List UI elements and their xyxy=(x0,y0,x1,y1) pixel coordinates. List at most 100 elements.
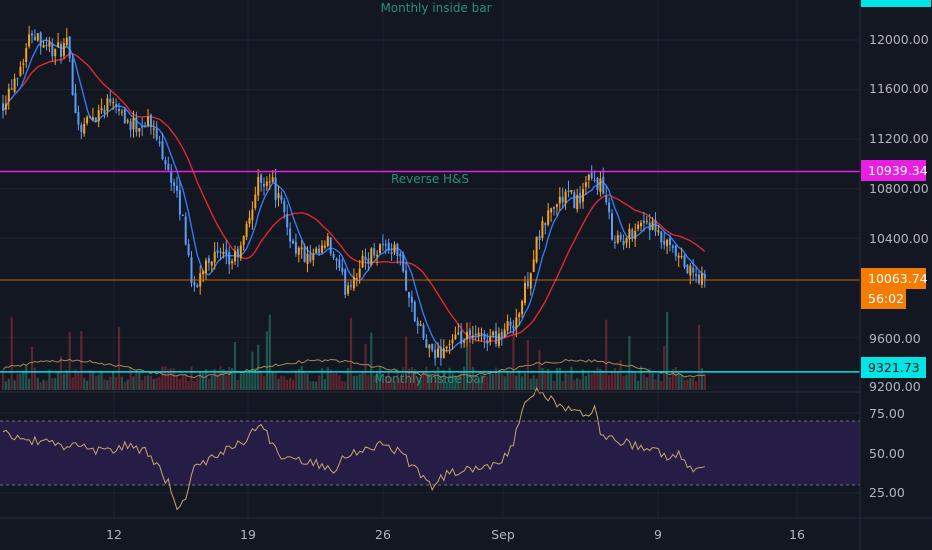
volume-bar xyxy=(245,373,248,390)
candle-body xyxy=(567,190,570,192)
price-tick: 12000.00 xyxy=(869,32,929,47)
candle-body xyxy=(323,245,326,248)
volume-bar xyxy=(248,370,251,390)
candle-body xyxy=(158,141,161,144)
candle-body xyxy=(370,248,373,266)
candle-body xyxy=(364,256,367,261)
rsi-line xyxy=(2,387,705,511)
indicator-lines xyxy=(2,39,706,352)
candle-body xyxy=(671,245,674,248)
volume-bar xyxy=(146,375,150,390)
candle-body xyxy=(109,99,112,103)
candle-body xyxy=(245,223,248,238)
candle-body xyxy=(254,194,257,208)
volume-bars xyxy=(1,311,706,390)
volume-bar xyxy=(57,371,60,390)
rsi-overbought-oversold-band xyxy=(0,420,860,486)
volume-bar xyxy=(135,370,138,390)
volume-bar xyxy=(344,381,347,390)
volume-bar xyxy=(616,371,619,390)
volume-bar xyxy=(576,378,579,390)
volume-bar xyxy=(613,368,616,390)
volume-bar xyxy=(396,368,399,390)
candle-body xyxy=(106,98,109,111)
candle-body xyxy=(147,116,149,126)
candle-body xyxy=(439,346,442,359)
volume-bar xyxy=(596,367,599,390)
candle-body xyxy=(45,44,48,47)
volume-bar xyxy=(289,377,292,390)
volume-bar xyxy=(158,376,161,390)
volume-bar xyxy=(86,380,89,390)
price-tick: 9600.00 xyxy=(869,331,921,346)
candle-body xyxy=(431,343,434,351)
candle-body xyxy=(309,253,312,262)
candle-body xyxy=(190,257,193,284)
volume-bar xyxy=(268,314,271,390)
candle-body xyxy=(521,301,524,315)
volume-bar xyxy=(625,374,628,390)
volume-bar xyxy=(645,377,648,390)
volume-bar xyxy=(341,381,344,390)
volume-bar xyxy=(460,372,463,390)
price-axis[interactable]: 12000.00 11600.00 11200.00 10800.00 1040… xyxy=(869,32,929,394)
candle-body xyxy=(492,331,495,335)
rsi-axis[interactable]: 75.00 50.00 25.00 xyxy=(869,406,905,500)
candle-body xyxy=(207,258,210,263)
candle-body xyxy=(347,285,350,294)
volume-bar xyxy=(605,319,608,390)
candle-body xyxy=(471,335,474,338)
candle-body xyxy=(65,37,68,46)
volume-bar xyxy=(619,359,622,390)
volume-bar xyxy=(463,366,466,390)
volume-bar xyxy=(309,381,312,390)
candle-body xyxy=(416,321,419,326)
candle-body xyxy=(74,92,77,113)
candle-body xyxy=(149,114,152,128)
price-tick: 10800.00 xyxy=(869,181,929,196)
candlesticks[interactable] xyxy=(2,25,706,366)
candle-body xyxy=(33,36,36,41)
volume-bar xyxy=(320,368,324,390)
volume-bar xyxy=(4,381,7,390)
volume-bar xyxy=(558,367,561,390)
volume-bar xyxy=(74,369,77,390)
volume-bar xyxy=(152,378,155,390)
volume-bar xyxy=(689,377,692,390)
volume-bar xyxy=(54,377,57,390)
volume-bar xyxy=(312,381,315,390)
volume-bar xyxy=(138,371,141,390)
volume-bar xyxy=(115,377,118,390)
volume-bar xyxy=(277,378,280,390)
candle-body xyxy=(399,253,402,257)
volume-bar xyxy=(291,379,295,390)
fast-moving-average xyxy=(2,39,706,352)
candle-body xyxy=(541,220,544,238)
candle-body xyxy=(466,331,468,340)
candle-body xyxy=(373,248,376,256)
horizontal-levels[interactable] xyxy=(0,170,860,373)
volume-bar xyxy=(465,347,469,390)
candle-body xyxy=(173,182,176,186)
candle-body xyxy=(280,195,283,201)
volume-bar xyxy=(555,368,558,390)
candle-body xyxy=(677,255,680,258)
volume-bar xyxy=(19,373,22,390)
candle-body xyxy=(51,43,54,57)
volume-bar xyxy=(42,379,45,390)
candle-body xyxy=(170,170,173,183)
time-axis[interactable]: 12 19 26 Sep 9 16 xyxy=(106,527,805,542)
candle-body xyxy=(477,332,480,336)
volume-bar xyxy=(581,369,585,390)
volume-bar xyxy=(294,369,297,390)
candle-body xyxy=(628,228,631,239)
volume-bar xyxy=(228,366,231,390)
candle-body xyxy=(613,241,616,244)
candle-body xyxy=(176,185,178,191)
volume-bar xyxy=(483,370,486,390)
volume-bar xyxy=(590,374,593,390)
volume-average-line xyxy=(2,358,705,379)
candle-body xyxy=(387,242,390,251)
